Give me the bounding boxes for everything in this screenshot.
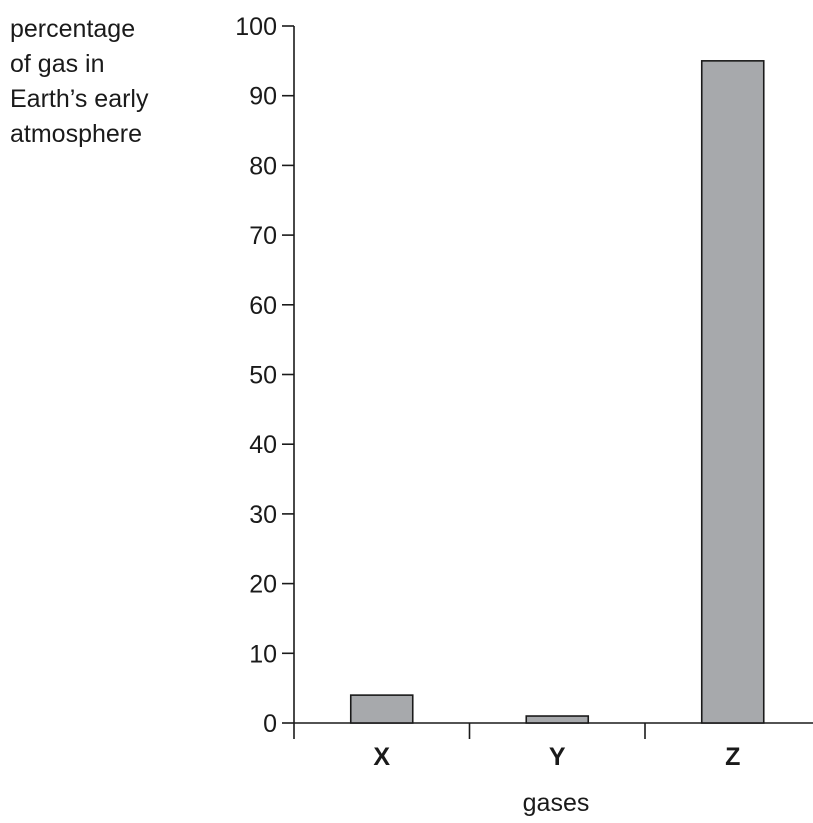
y-tick-label: 10: [249, 640, 277, 668]
y-axis-title-line: atmosphere: [10, 120, 142, 148]
y-tick-label: 100: [235, 13, 277, 41]
y-tick-label: 80: [249, 152, 277, 180]
y-tick-label: 30: [249, 501, 277, 529]
y-tick-label: 40: [249, 431, 277, 459]
y-axis-title: percentage of gas in Earth’s early atmos…: [10, 15, 149, 148]
y-axis-title-line: of gas in: [10, 50, 105, 78]
y-tick-label: 0: [263, 710, 277, 738]
bar-x: [349, 694, 414, 724]
bar-z: [700, 60, 765, 724]
bar-y: [525, 715, 590, 724]
y-axis: 0 10 20 30 40 50 60 70 80 90 100: [235, 13, 295, 738]
x-axis: X Y Z: [293, 722, 813, 771]
y-tick-label: 20: [249, 571, 277, 599]
y-tick-label: 50: [249, 362, 277, 390]
y-axis-title-line: Earth’s early: [10, 85, 149, 113]
x-axis-title: gases: [523, 789, 590, 817]
y-axis-title-line: percentage: [10, 15, 135, 43]
x-category-label: Z: [725, 743, 740, 771]
y-tick-label: 70: [249, 222, 277, 250]
x-category-label: Y: [549, 743, 566, 771]
x-category-label: X: [373, 743, 390, 771]
bars: [349, 60, 765, 724]
y-tick-label: 90: [249, 83, 277, 111]
y-tick-label: 60: [249, 292, 277, 320]
